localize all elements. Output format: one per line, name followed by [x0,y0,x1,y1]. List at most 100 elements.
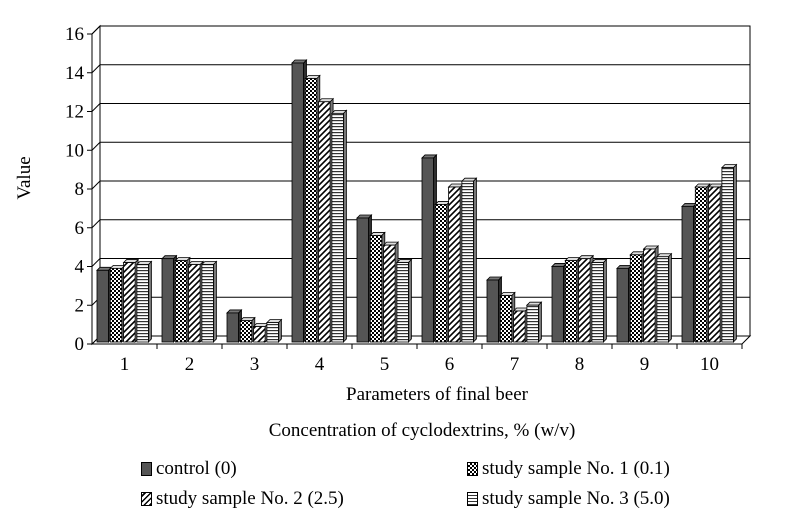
y-tick-label: 12 [65,102,84,123]
bar-front [331,112,344,343]
y-tick-label: 4 [75,257,85,278]
bar-top [239,317,256,322]
bar [226,308,243,343]
bar [135,260,153,343]
bar [330,109,348,343]
bar-top [486,276,503,281]
bar-top [187,261,205,265]
y-tick-label: 10 [65,140,84,161]
bar-front [461,180,474,343]
bar [96,266,113,343]
bar-top [174,257,191,262]
bar [460,177,478,343]
legend-swatch-control [141,462,152,476]
bar-side [212,260,217,343]
bar-front [616,267,629,343]
bar-top [525,301,543,306]
axis-labels: Value Parameters of final beer Concentra… [14,156,575,441]
gridline-side [91,258,101,267]
x-tick-label: 8 [575,354,585,375]
bar-front [174,260,188,343]
legend-swatch-sample-3 [467,492,478,506]
x-tick-label: 7 [510,354,520,375]
bar-front [721,167,734,343]
bar-front [629,254,643,343]
gridline-side [91,180,101,190]
bar-front [369,235,383,343]
bar-top [655,253,673,258]
bar [590,258,608,343]
bar-top [590,259,608,263]
bar-front [526,304,539,343]
x-tick-label: 5 [380,354,390,375]
bar-front [551,266,564,343]
bar-front [421,157,434,343]
bar-front [694,186,708,343]
bar [499,291,516,343]
bar [317,97,335,343]
bar-front [356,217,369,343]
y-tick-label: 14 [65,63,85,84]
legend-label-sample-1: study sample No. 1 (0.1) [482,458,670,479]
bar-front [201,264,214,343]
gridline-side [91,219,101,229]
bar-side [342,109,347,343]
bar-front [396,262,409,343]
bar [655,252,673,343]
bar-top [499,292,516,296]
bar [395,258,413,343]
bar [681,202,698,343]
bar [304,74,321,343]
bar-side [603,258,607,343]
bar [382,241,400,343]
bar-front [656,256,669,343]
bar-front [136,264,149,343]
bar-front [708,186,721,343]
bar-front [318,101,331,343]
legend-label-control: control (0) [156,458,237,479]
gridline-side [91,25,101,35]
bar-top [694,183,711,188]
x-tick-label: 10 [700,354,719,375]
bar [629,250,646,343]
bar-front [304,78,318,343]
legend-label-sample-2: study sample No. 2 (2.5) [156,488,344,509]
gridline-side [91,64,101,74]
bar [720,163,738,343]
bar [356,214,373,343]
bar-front [499,295,513,343]
legend-item-sample-3: study sample No. 3 (5.0) [467,488,670,510]
y-tick-label: 2 [75,295,85,316]
bar-top [356,214,373,219]
y-tick-label: 8 [75,179,85,200]
bar [239,316,256,343]
bar-top [707,183,725,188]
gridline-side [91,141,101,151]
bar-top [720,164,738,169]
bar-top [447,183,465,188]
bar [187,260,205,343]
bar [421,153,438,343]
bar-front [96,269,109,343]
bar-top [681,202,698,207]
bar [642,245,660,343]
bar-top [135,261,153,265]
bar [707,183,725,343]
x-tick-label: 6 [445,354,455,375]
bar-top [551,263,568,267]
bar-top [161,255,178,260]
bar-side [277,318,282,343]
bar-top [395,259,413,263]
bar-side [668,252,672,343]
x-tick-label: 4 [315,354,325,375]
bar-top [122,259,140,263]
bar-side [147,260,152,343]
legend-label-sample-3: study sample No. 3 (5.0) [482,488,670,509]
bar-front [188,264,201,343]
bar [486,276,503,343]
bar [200,260,218,343]
legend: control (0) study sample No. 1 (0.1) stu… [0,452,794,521]
bar-front [239,320,253,343]
bar-front [253,326,266,343]
